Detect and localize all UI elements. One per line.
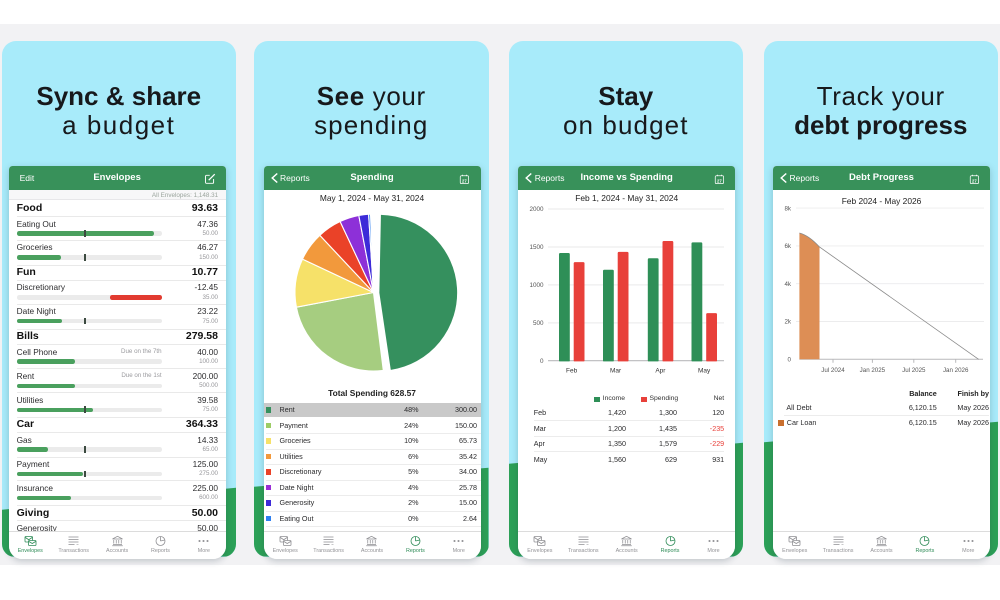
svg-text:2000: 2000 xyxy=(530,206,545,213)
svg-text:Apr: Apr xyxy=(656,367,667,374)
svg-text:Feb: Feb xyxy=(566,367,578,374)
svg-text:500: 500 xyxy=(533,320,544,327)
svg-text:6k: 6k xyxy=(784,243,791,250)
svg-text:Mar: Mar xyxy=(610,367,622,374)
svg-text:Jul 2025: Jul 2025 xyxy=(902,366,926,373)
svg-text:27: 27 xyxy=(717,178,722,183)
svg-text:Jan 2025: Jan 2025 xyxy=(860,366,886,373)
svg-text:1000: 1000 xyxy=(530,282,545,289)
svg-text:May: May xyxy=(698,367,711,374)
svg-text:Jul 2024: Jul 2024 xyxy=(821,366,845,373)
svg-text:27: 27 xyxy=(972,178,977,183)
svg-text:2k: 2k xyxy=(784,318,791,325)
svg-text:1500: 1500 xyxy=(530,244,545,251)
svg-text:27: 27 xyxy=(462,178,467,183)
svg-text:8k: 8k xyxy=(784,205,791,212)
svg-text:Jan 2026: Jan 2026 xyxy=(943,366,969,373)
svg-text:0: 0 xyxy=(540,358,544,365)
svg-text:4k: 4k xyxy=(784,280,791,287)
svg-text:0: 0 xyxy=(788,356,792,363)
